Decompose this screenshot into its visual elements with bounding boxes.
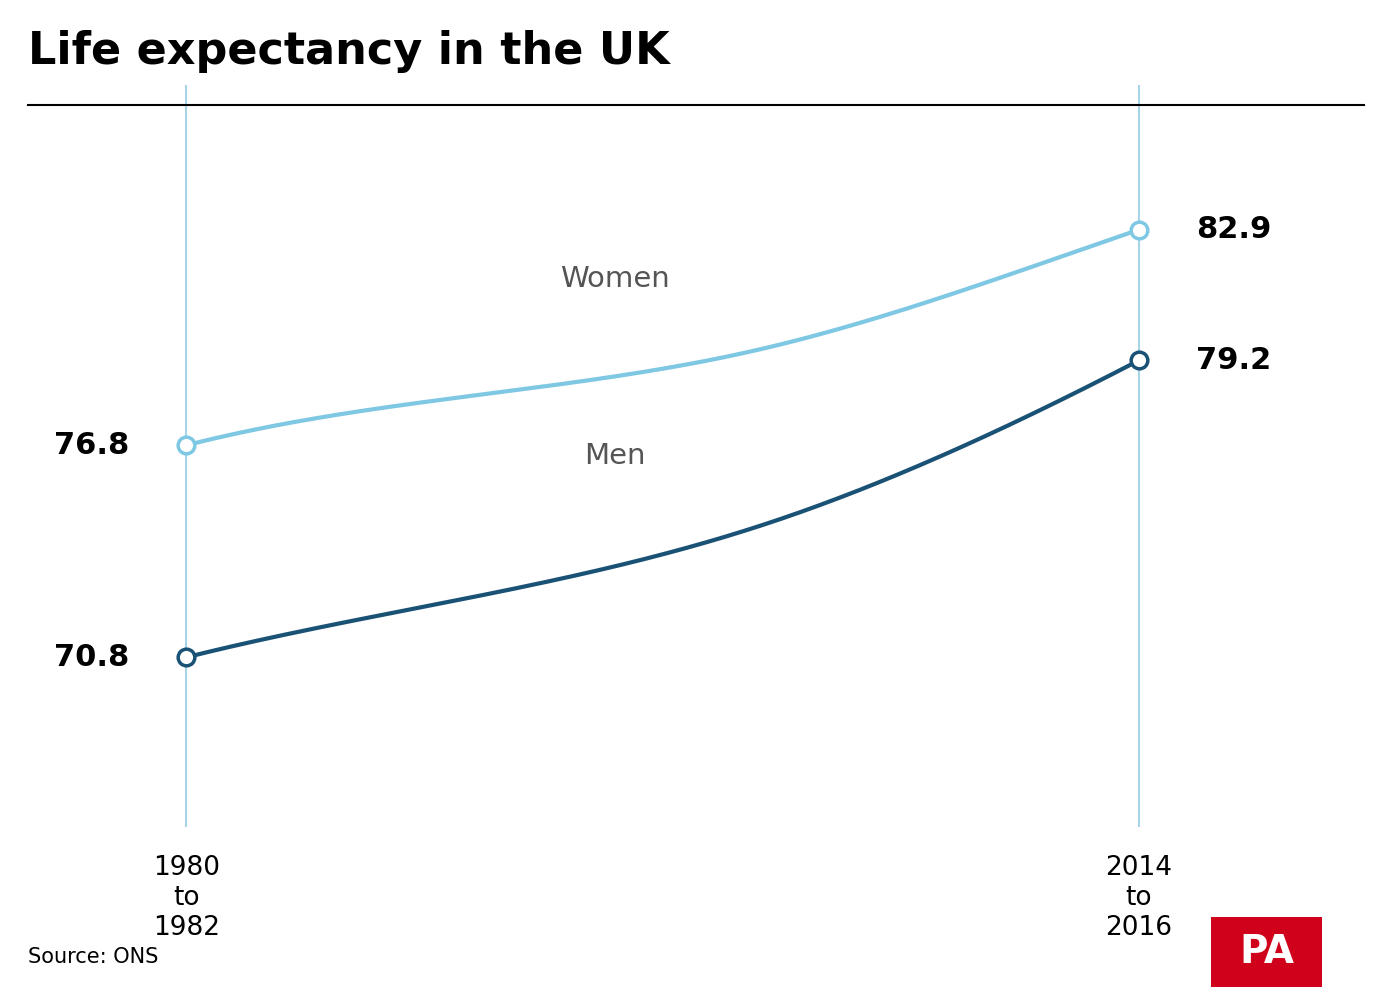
Text: PA: PA bbox=[1239, 933, 1295, 971]
Text: Source: ONS: Source: ONS bbox=[28, 947, 159, 967]
Text: 79.2: 79.2 bbox=[1196, 346, 1271, 375]
Text: 70.8: 70.8 bbox=[54, 643, 129, 672]
Text: Women: Women bbox=[560, 265, 670, 293]
Text: 2014
to
2016: 2014 to 2016 bbox=[1105, 855, 1172, 941]
Text: 76.8: 76.8 bbox=[54, 431, 129, 460]
Text: 82.9: 82.9 bbox=[1196, 215, 1271, 244]
Text: Men: Men bbox=[585, 442, 646, 470]
Text: Life expectancy in the UK: Life expectancy in the UK bbox=[28, 30, 670, 73]
Text: 1980
to
1982: 1980 to 1982 bbox=[153, 855, 220, 941]
